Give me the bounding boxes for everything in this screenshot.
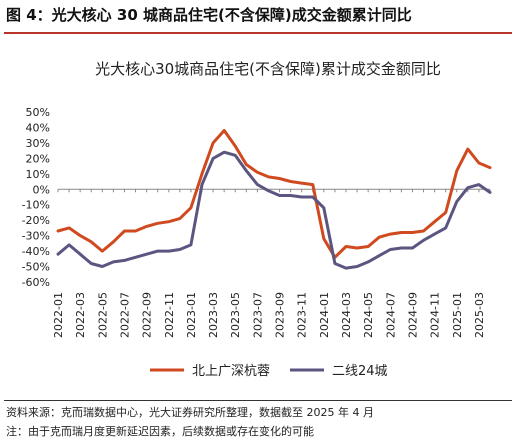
y-tick-label: -10%: [22, 199, 50, 212]
x-tick-label: 2023-11: [296, 292, 309, 338]
y-tick-label: 50%: [26, 106, 50, 119]
figure-title: 图 4：光大核心 30 城商品住宅(不含保障)成交金额累计同比: [6, 6, 412, 24]
series-line-2: [56, 150, 492, 270]
x-tick-label: 2022-07: [118, 292, 131, 338]
y-tick-label: 40%: [26, 121, 50, 134]
y-axis: 50% 40% 30% 20% 10% 0% -10% -20% -30% -40% -50% -60…: [22, 106, 50, 289]
y-tick-label: 20%: [26, 152, 50, 165]
x-tick-label: 2024-11: [429, 292, 442, 338]
x-tick-label: 2025-01: [451, 292, 464, 338]
x-axis: 2022-01 2022-03 2022-05 2022-07 2022-09 2022-…: [52, 188, 491, 338]
x-tick-label: 2022-03: [74, 292, 87, 338]
line-chart: 光大核心30城商品住宅(不含保障)累计成交金额同比 50% 40% 30% 20% 10…: [22, 60, 492, 379]
y-tick-label: 30%: [26, 137, 50, 150]
footer-rule: [4, 400, 512, 401]
y-tick-label: -60%: [22, 276, 50, 289]
y-tick-label: -20%: [22, 214, 50, 227]
legend: 北上广深杭蓉 二线24城: [150, 364, 388, 379]
x-tick-label: 2022-09: [141, 292, 154, 338]
x-tick-label: 2023-09: [274, 292, 287, 338]
chart-title: 光大核心30城商品住宅(不含保障)累计成交金额同比: [95, 60, 441, 78]
remark-note: 注：由于克而瑞月度更新延迟因素，后续数据或存在变化的可能: [6, 425, 314, 438]
y-tick-label: 0%: [33, 183, 50, 196]
x-tick-label: 2023-05: [229, 292, 242, 338]
y-tick-label: -30%: [22, 230, 50, 243]
series-line-1: [56, 129, 492, 259]
series-layer: [56, 129, 492, 270]
x-tick-label: 2022-01: [52, 292, 65, 338]
x-tick-label: 2023-01: [185, 292, 198, 338]
source-note: 资料来源：克而瑞数据中心，光大证券研究所整理，数据截至 2025 年 4 月: [6, 406, 374, 419]
x-tick-label: 2024-09: [406, 292, 419, 338]
title-rule: [4, 32, 512, 34]
x-tick-label: 2024-07: [384, 292, 397, 338]
y-tick-label: 10%: [26, 168, 50, 181]
x-tick-label: 2024-03: [340, 292, 353, 338]
y-tick-label: -40%: [22, 245, 50, 258]
x-tick-label: 2024-05: [362, 292, 375, 338]
x-tick-label: 2024-01: [318, 292, 331, 338]
legend-label: 二线24城: [332, 364, 388, 379]
legend-label: 北上广深杭蓉: [192, 364, 270, 379]
x-tick-label: 2022-11: [163, 292, 176, 338]
x-tick-label: 2022-05: [96, 292, 109, 338]
x-tick-label: 2023-03: [207, 292, 220, 338]
x-tick-label: 2025-03: [473, 292, 486, 338]
y-tick-label: -50%: [22, 261, 50, 274]
x-tick-label: 2023-07: [251, 292, 264, 338]
